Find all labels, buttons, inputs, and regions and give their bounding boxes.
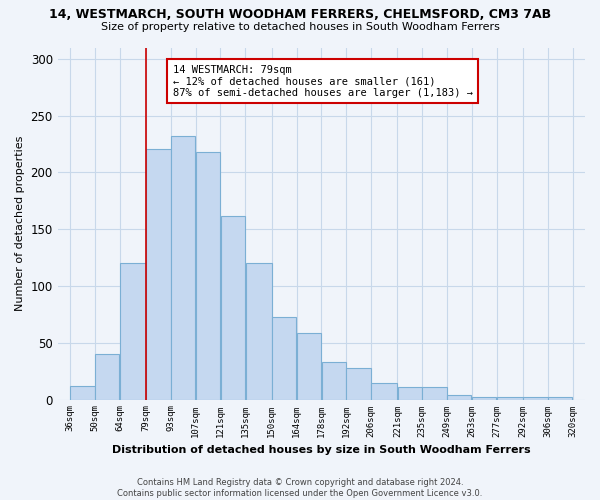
- Bar: [297, 332, 321, 400]
- Y-axis label: Number of detached properties: Number of detached properties: [15, 136, 25, 311]
- Bar: [70, 386, 95, 400]
- Bar: [95, 354, 119, 400]
- Bar: [497, 398, 523, 400]
- Text: Contains HM Land Registry data © Crown copyright and database right 2024.
Contai: Contains HM Land Registry data © Crown c…: [118, 478, 482, 498]
- Bar: [422, 387, 447, 400]
- Text: 14, WESTMARCH, SOUTH WOODHAM FERRERS, CHELMSFORD, CM3 7AB: 14, WESTMARCH, SOUTH WOODHAM FERRERS, CH…: [49, 8, 551, 20]
- Bar: [171, 136, 196, 400]
- Bar: [196, 152, 220, 400]
- Bar: [548, 398, 572, 400]
- Bar: [398, 387, 422, 400]
- Bar: [245, 264, 272, 400]
- Text: 14 WESTMARCH: 79sqm
← 12% of detached houses are smaller (161)
87% of semi-detac: 14 WESTMARCH: 79sqm ← 12% of detached ho…: [173, 64, 473, 98]
- Bar: [272, 316, 296, 400]
- Bar: [346, 368, 371, 400]
- X-axis label: Distribution of detached houses by size in South Woodham Ferrers: Distribution of detached houses by size …: [112, 445, 530, 455]
- Bar: [371, 382, 397, 400]
- Bar: [146, 148, 170, 400]
- Bar: [221, 216, 245, 400]
- Bar: [523, 398, 548, 400]
- Text: Size of property relative to detached houses in South Woodham Ferrers: Size of property relative to detached ho…: [101, 22, 499, 32]
- Bar: [322, 362, 346, 400]
- Bar: [120, 264, 146, 400]
- Bar: [472, 398, 496, 400]
- Bar: [447, 395, 472, 400]
